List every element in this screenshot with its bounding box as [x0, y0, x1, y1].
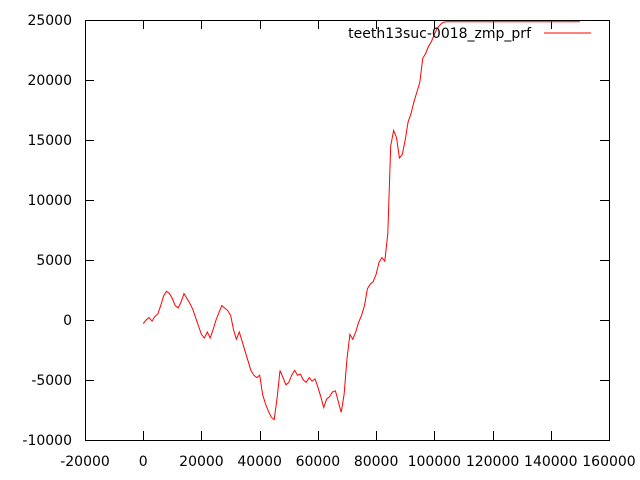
- y-tick-label: -5000: [31, 373, 72, 389]
- y-tick-label: 0: [63, 313, 72, 329]
- x-tick-label: 140000: [524, 454, 577, 470]
- axis-tick-labels: -20000 0 20000 40000 60000 80000 100000 120000 1…: [22, 13, 635, 470]
- x-tick-label: 120000: [466, 454, 519, 470]
- y-tick-label: 15000: [27, 133, 72, 149]
- plot-frame: [85, 20, 610, 441]
- legend: teeth13suc-0018_zmp_prf: [348, 26, 591, 42]
- x-tick-label: 20000: [179, 454, 224, 470]
- x-tick-label: 80000: [354, 454, 399, 470]
- y-tick-label: 25000: [27, 13, 72, 29]
- x-tick-label: -20000: [60, 454, 110, 470]
- x-tick-label: 100000: [408, 454, 461, 470]
- legend-label: teeth13suc-0018_zmp_prf: [348, 26, 532, 42]
- x-tick-label: 160000: [582, 454, 635, 470]
- y-tick-label: 5000: [36, 253, 72, 269]
- x-tick-label: 0: [139, 454, 148, 470]
- x-tick-label: 60000: [296, 454, 341, 470]
- series-line: [142, 21, 580, 421]
- axis-ticks: [85, 20, 610, 441]
- y-tick-label: 20000: [27, 73, 72, 89]
- y-tick-label: 10000: [27, 193, 72, 209]
- x-tick-label: 40000: [237, 454, 282, 470]
- y-tick-label: -10000: [22, 433, 72, 449]
